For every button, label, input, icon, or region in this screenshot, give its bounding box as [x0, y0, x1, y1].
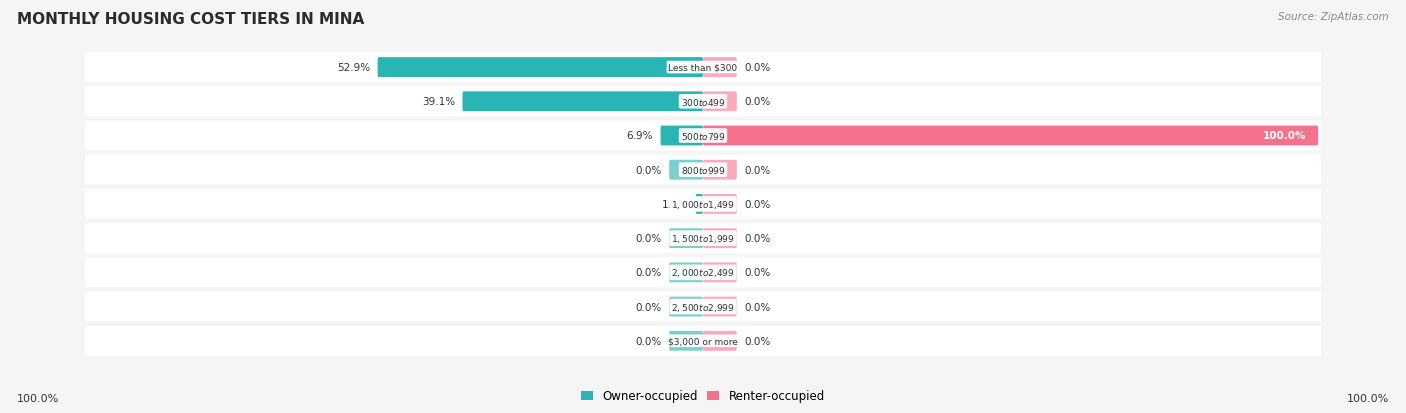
Text: $500 to $799: $500 to $799: [681, 131, 725, 142]
FancyBboxPatch shape: [84, 258, 1322, 288]
Text: 0.0%: 0.0%: [636, 336, 662, 346]
Text: 0.0%: 0.0%: [636, 165, 662, 175]
Text: 0.0%: 0.0%: [744, 234, 770, 244]
FancyBboxPatch shape: [84, 155, 1322, 185]
Text: 1.2%: 1.2%: [662, 199, 689, 209]
Text: 0.0%: 0.0%: [744, 268, 770, 278]
FancyBboxPatch shape: [696, 195, 703, 214]
Text: $3,000 or more: $3,000 or more: [668, 337, 738, 345]
FancyBboxPatch shape: [84, 87, 1322, 117]
Text: $1,500 to $1,999: $1,500 to $1,999: [671, 233, 735, 244]
Text: 39.1%: 39.1%: [422, 97, 456, 107]
FancyBboxPatch shape: [703, 331, 737, 351]
Text: 0.0%: 0.0%: [636, 268, 662, 278]
FancyBboxPatch shape: [669, 263, 703, 282]
Text: Less than $300: Less than $300: [668, 64, 738, 72]
Text: MONTHLY HOUSING COST TIERS IN MINA: MONTHLY HOUSING COST TIERS IN MINA: [17, 12, 364, 27]
FancyBboxPatch shape: [84, 53, 1322, 83]
Text: 6.9%: 6.9%: [627, 131, 654, 141]
FancyBboxPatch shape: [84, 223, 1322, 254]
FancyBboxPatch shape: [703, 263, 737, 282]
Text: 0.0%: 0.0%: [744, 302, 770, 312]
Text: $300 to $499: $300 to $499: [681, 97, 725, 107]
Text: 100.0%: 100.0%: [17, 393, 59, 403]
Text: $1,000 to $1,499: $1,000 to $1,499: [671, 199, 735, 210]
Text: 0.0%: 0.0%: [744, 63, 770, 73]
FancyBboxPatch shape: [84, 326, 1322, 356]
Text: 0.0%: 0.0%: [636, 234, 662, 244]
Text: $800 to $999: $800 to $999: [681, 165, 725, 176]
FancyBboxPatch shape: [703, 229, 737, 249]
Text: 0.0%: 0.0%: [744, 336, 770, 346]
FancyBboxPatch shape: [84, 121, 1322, 151]
Text: 0.0%: 0.0%: [636, 302, 662, 312]
Text: $2,000 to $2,499: $2,000 to $2,499: [671, 267, 735, 279]
Text: 0.0%: 0.0%: [744, 165, 770, 175]
Text: 0.0%: 0.0%: [744, 199, 770, 209]
FancyBboxPatch shape: [84, 292, 1322, 322]
FancyBboxPatch shape: [703, 195, 737, 214]
FancyBboxPatch shape: [669, 160, 703, 180]
FancyBboxPatch shape: [669, 297, 703, 317]
FancyBboxPatch shape: [661, 126, 703, 146]
FancyBboxPatch shape: [84, 190, 1322, 219]
FancyBboxPatch shape: [669, 331, 703, 351]
Text: $2,500 to $2,999: $2,500 to $2,999: [671, 301, 735, 313]
FancyBboxPatch shape: [463, 92, 703, 112]
FancyBboxPatch shape: [669, 229, 703, 249]
FancyBboxPatch shape: [703, 92, 737, 112]
FancyBboxPatch shape: [703, 126, 1319, 146]
Text: 52.9%: 52.9%: [337, 63, 370, 73]
Text: Source: ZipAtlas.com: Source: ZipAtlas.com: [1278, 12, 1389, 22]
Legend: Owner-occupied, Renter-occupied: Owner-occupied, Renter-occupied: [578, 386, 828, 406]
Text: 100.0%: 100.0%: [1263, 131, 1306, 141]
Text: 0.0%: 0.0%: [744, 97, 770, 107]
Text: 100.0%: 100.0%: [1347, 393, 1389, 403]
FancyBboxPatch shape: [703, 58, 737, 78]
FancyBboxPatch shape: [378, 58, 703, 78]
FancyBboxPatch shape: [703, 160, 737, 180]
FancyBboxPatch shape: [703, 297, 737, 317]
